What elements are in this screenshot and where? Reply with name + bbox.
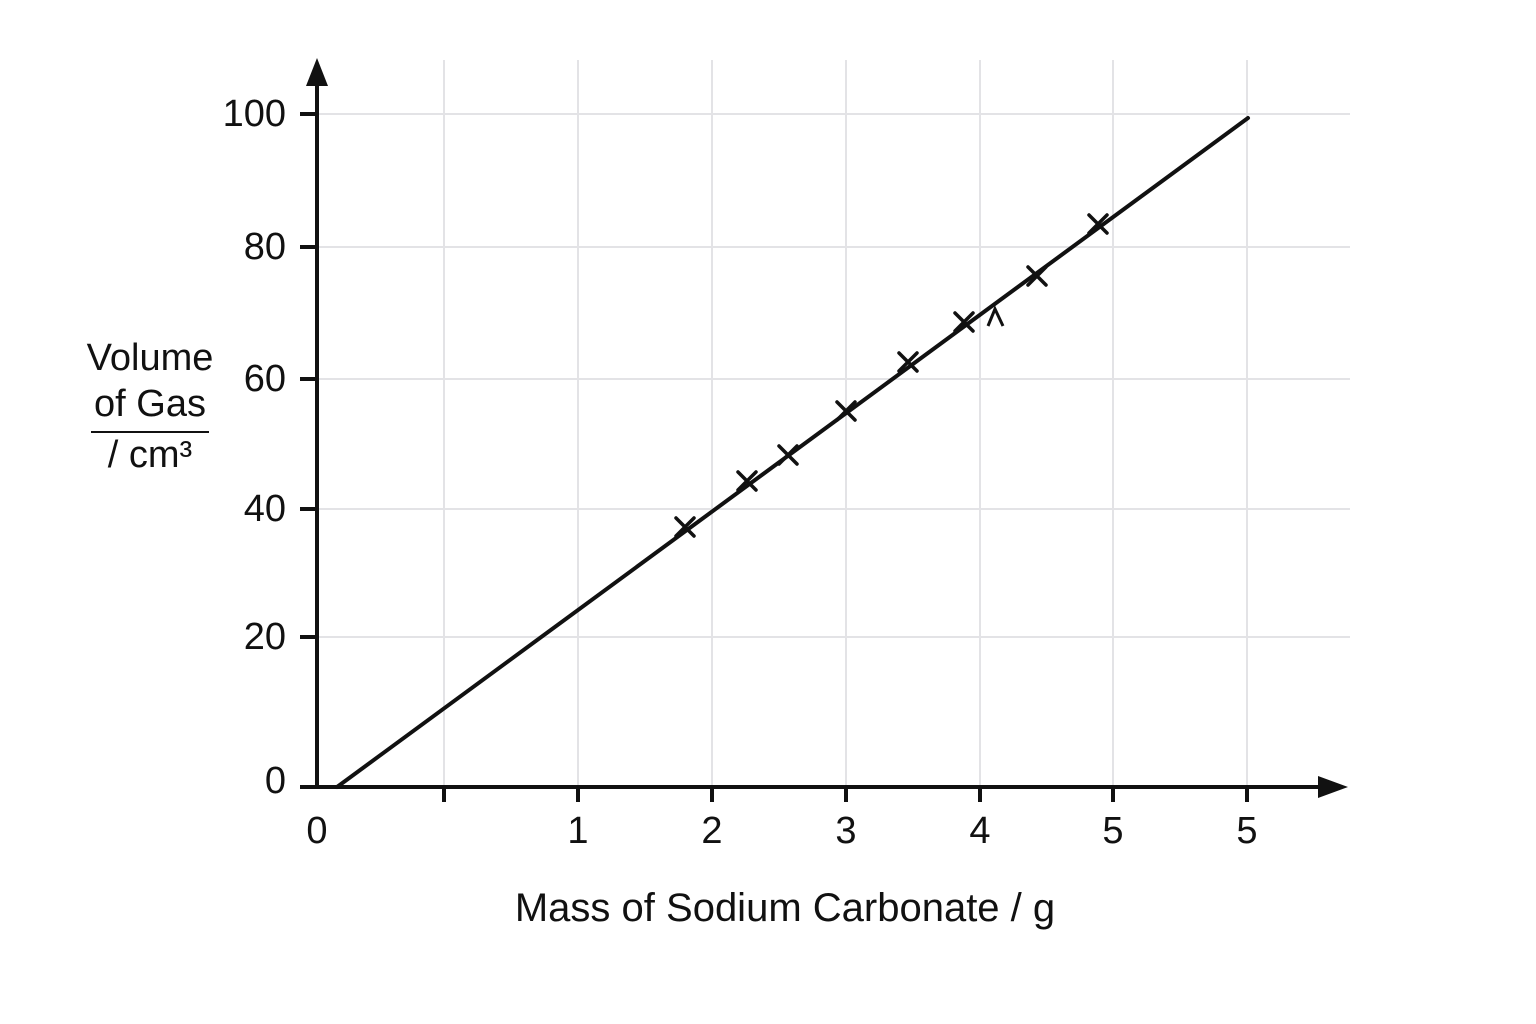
x-tick-label: 5 <box>1102 810 1124 852</box>
y-axis-unit: / cm³ <box>107 434 193 477</box>
data-point-marker <box>736 470 758 492</box>
x-tick-label: 3 <box>835 810 857 852</box>
data-point-marker <box>777 444 799 466</box>
y-axis-title-line: of Gas <box>94 382 206 425</box>
y-tick-label: 0 <box>264 760 286 802</box>
data-markers <box>674 213 1109 538</box>
y-axis-title-line: Volume <box>86 337 214 379</box>
stray-mark-icon <box>986 305 1005 327</box>
y-axis <box>300 80 319 789</box>
grid <box>317 60 1350 787</box>
x-axis-title: Mass of Sodium Carbonate / g <box>514 886 1056 930</box>
x-tick-label: 0 <box>306 810 328 852</box>
data-point-marker <box>897 351 919 373</box>
data-point-marker <box>1026 265 1048 287</box>
data-point-marker <box>953 311 975 333</box>
y-axis-title-divider <box>91 431 209 434</box>
data-point-marker <box>674 516 696 538</box>
x-axis-arrow-icon <box>1318 776 1348 798</box>
x-tick-label: 5 <box>1236 810 1258 852</box>
y-tick-label: 40 <box>243 488 286 530</box>
x-tick-label: 2 <box>701 810 723 852</box>
y-axis-title: Volume of Gas / cm³ <box>70 336 230 479</box>
x-axis <box>300 785 1322 802</box>
y-axis-arrow-icon <box>306 58 328 86</box>
x-tick-label: 1 <box>567 810 589 852</box>
y-tick-label: 100 <box>222 93 286 135</box>
data-point-marker <box>1087 213 1109 235</box>
x-tick-label: 4 <box>969 810 991 852</box>
y-tick-label: 60 <box>243 358 286 400</box>
y-tick-label: 80 <box>243 226 286 268</box>
y-tick-label: 20 <box>243 616 286 658</box>
data-point-marker <box>835 400 857 422</box>
